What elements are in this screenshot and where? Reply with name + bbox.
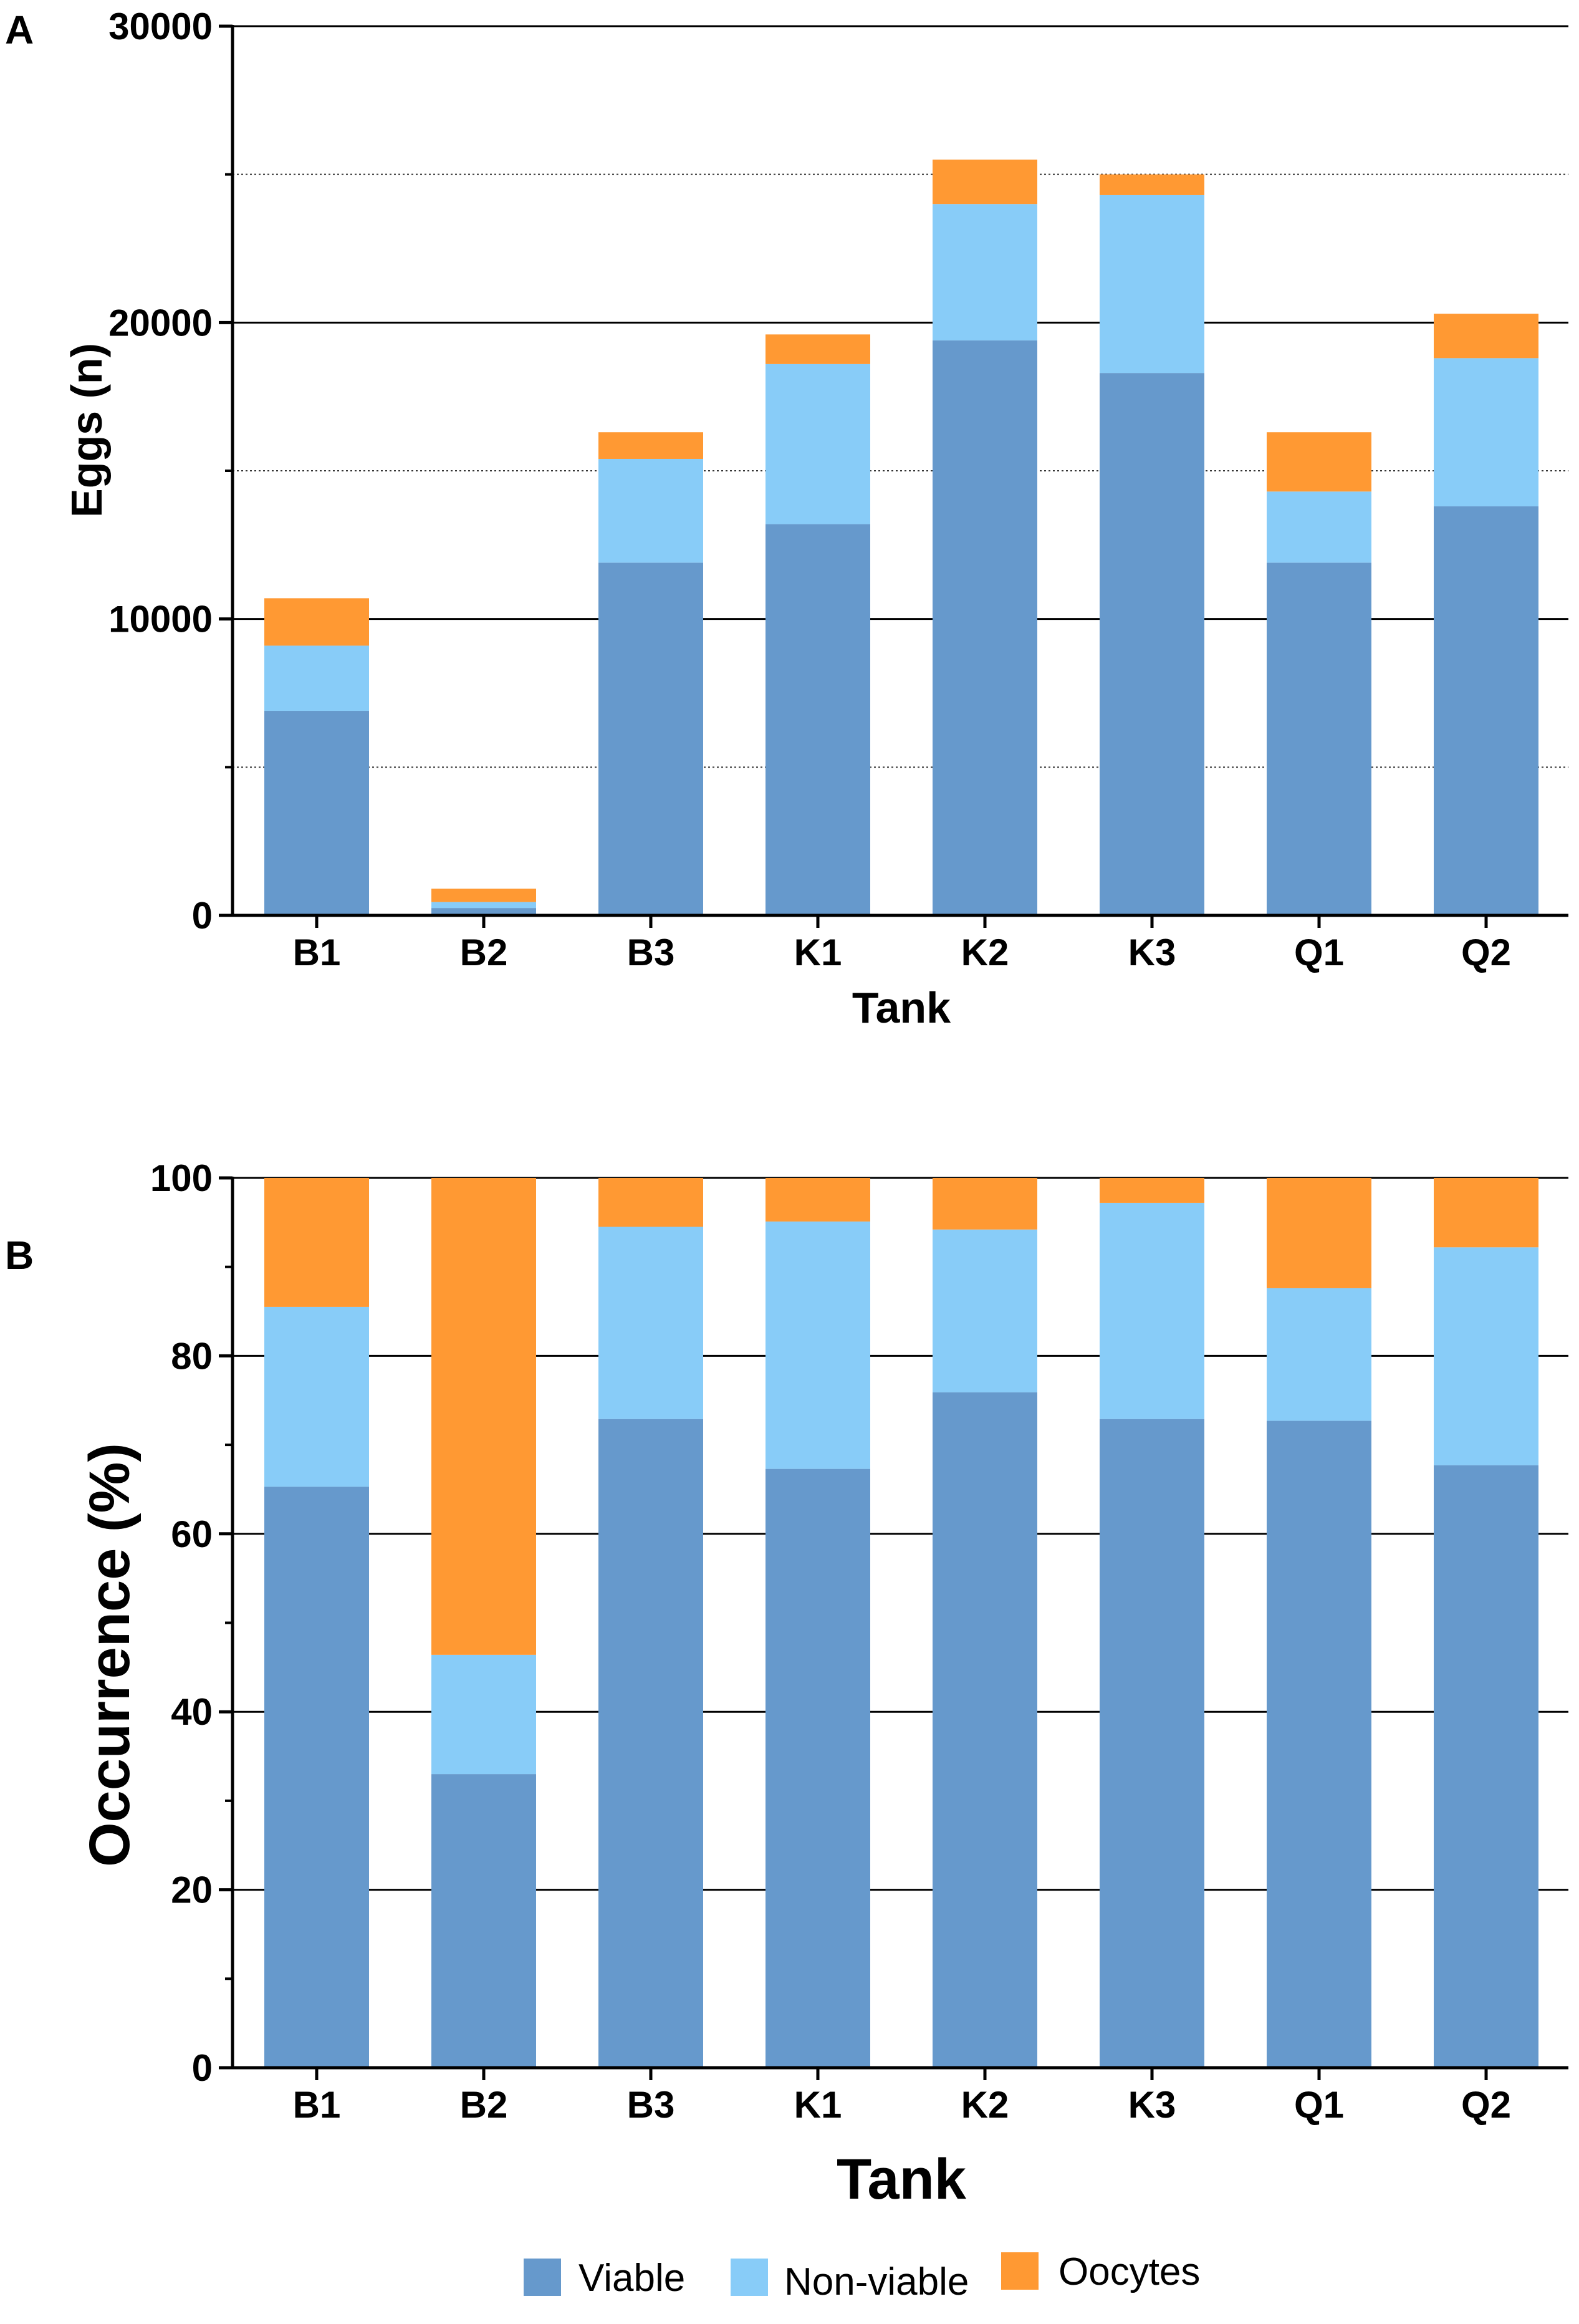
- bar-b3-viable: [598, 1419, 703, 2068]
- bar-k3-non-viable: [1100, 195, 1204, 374]
- x-tick-label-b1: B1: [293, 2084, 341, 2126]
- bar-b1-non-viable: [264, 645, 369, 711]
- bar-b2-oocytes: [431, 1178, 536, 1655]
- x-tick-label-b3: B3: [627, 932, 675, 973]
- bar-k3-viable: [1100, 373, 1204, 915]
- bar-b2-non-viable: [431, 1654, 536, 1775]
- bar-q2-non-viable: [1434, 1247, 1538, 1465]
- bar-q1-viable: [1267, 562, 1371, 915]
- bar-q2-non-viable: [1434, 358, 1538, 507]
- bar-b3-viable: [598, 562, 703, 915]
- bar-k3-viable: [1100, 1419, 1204, 2068]
- y-tick-label: 20000: [108, 302, 213, 344]
- panel-a-y-tick-labels: 0 10000 20000 30000: [108, 6, 213, 937]
- panel-a-bars: [264, 159, 1538, 915]
- bar-k2-oocytes: [933, 1178, 1037, 1230]
- x-tick-label-k2: K2: [961, 932, 1009, 973]
- panel-a: A 0 10000 20000 30000 B1 B2 B3 K1 K2 K3 Q1 Q2 Eggs…: [5, 6, 1568, 1032]
- bar-b2-viable: [431, 1774, 536, 2068]
- y-tick-label: 100: [150, 1157, 213, 1199]
- panel-a-y-axis-title: Eggs (n): [62, 343, 111, 518]
- bar-q1-non-viable: [1267, 491, 1371, 563]
- bar-b2-non-viable: [431, 902, 536, 909]
- x-tick-label-k1: K1: [794, 2084, 842, 2126]
- x-tick-label-k3: K3: [1128, 932, 1176, 973]
- legend-swatch-viable: [524, 2259, 561, 2296]
- x-tick-label-k1: K1: [794, 932, 842, 973]
- bar-b3-oocytes: [598, 432, 703, 459]
- x-tick-label-k2: K2: [961, 2084, 1009, 2126]
- bar-k3-non-viable: [1100, 1202, 1204, 1419]
- bar-b1-oocytes: [264, 1178, 369, 1307]
- bar-k3-oocytes: [1100, 1178, 1204, 1203]
- panel-b-x-axis-title: Tank: [837, 2148, 967, 2211]
- bar-k1-oocytes: [766, 334, 870, 364]
- x-tick-label-q2: Q2: [1461, 2084, 1511, 2126]
- legend-swatch-non-viable: [731, 2259, 768, 2296]
- bar-b3-non-viable: [598, 458, 703, 563]
- x-tick-label-q1: Q1: [1294, 932, 1344, 973]
- bar-k1-non-viable: [766, 1221, 870, 1469]
- bar-k2-non-viable: [933, 204, 1037, 340]
- x-tick-label-b1: B1: [293, 932, 341, 973]
- legend-swatch-oocytes: [1001, 2252, 1039, 2290]
- bar-k1-non-viable: [766, 364, 870, 524]
- y-tick-label: 0: [192, 2047, 213, 2089]
- panel-a-letter: A: [5, 7, 34, 52]
- panel-b-y-tick-labels: 0 20 40 60 80 100: [150, 1157, 213, 2089]
- panel-a-axes: [219, 24, 1568, 928]
- y-tick-label: 60: [171, 1513, 213, 1555]
- bar-k1-viable: [766, 1468, 870, 2068]
- bar-q1-oocytes: [1267, 432, 1371, 492]
- panel-b-y-axis-title: Occurrence (%): [78, 1443, 142, 1867]
- bar-k1-viable: [766, 524, 870, 915]
- panel-a-x-axis-title: Tank: [852, 983, 951, 1032]
- bar-q2-viable: [1434, 506, 1538, 915]
- x-tick-label-q2: Q2: [1461, 932, 1511, 973]
- bar-b1-non-viable: [264, 1306, 369, 1487]
- panel-b-bars: [264, 1178, 1538, 2068]
- x-tick-label-b2: B2: [460, 2084, 508, 2126]
- x-tick-label-k3: K3: [1128, 2084, 1176, 2126]
- x-tick-label-b3: B3: [627, 2084, 675, 2126]
- y-tick-label: 20: [171, 1869, 213, 1911]
- panel-a-x-tick-labels: B1 B2 B3 K1 K2 K3 Q1 Q2: [293, 932, 1511, 973]
- panel-b-letter: B: [5, 1233, 34, 1278]
- bar-b2-oocytes: [431, 889, 536, 902]
- bar-q2-viable: [1434, 1465, 1538, 2068]
- bar-q1-oocytes: [1267, 1178, 1371, 1288]
- y-tick-label: 10000: [108, 599, 213, 640]
- legend-label-oocytes: Oocytes: [1058, 2250, 1200, 2293]
- bar-q1-viable: [1267, 1420, 1371, 2068]
- bar-q1-non-viable: [1267, 1288, 1371, 1421]
- y-tick-label: 40: [171, 1691, 213, 1733]
- bar-b1-oocytes: [264, 598, 369, 646]
- x-tick-label-q1: Q1: [1294, 2084, 1344, 2126]
- bar-b3-non-viable: [598, 1227, 703, 1419]
- legend-label-non-viable: Non-viable: [784, 2260, 969, 2303]
- bar-k1-oocytes: [766, 1178, 870, 1222]
- bar-b2-viable: [431, 908, 536, 915]
- y-tick-label: 30000: [108, 6, 213, 47]
- bar-k2-non-viable: [933, 1229, 1037, 1392]
- bar-b3-oocytes: [598, 1178, 703, 1227]
- panel-b: B 0 20 40 60 80 100 B1 B2 B3 K1 K2 K3 Q1 Q2 Occurren…: [5, 1157, 1568, 2211]
- legend-label-viable: Viable: [578, 2257, 685, 2300]
- y-tick-label: 80: [171, 1335, 213, 1377]
- bar-k3-oocytes: [1100, 174, 1204, 195]
- x-tick-label-b2: B2: [460, 932, 508, 973]
- panel-b-x-tick-labels: B1 B2 B3 K1 K2 K3 Q1 Q2: [293, 2084, 1511, 2126]
- bar-q2-oocytes: [1434, 1178, 1538, 1248]
- y-tick-label: 0: [192, 895, 213, 937]
- bar-k2-viable: [933, 1392, 1037, 2068]
- panel-b-axes: [219, 1176, 1568, 2080]
- legend: Viable Non-viable Oocytes: [524, 2250, 1200, 2303]
- bar-q2-oocytes: [1434, 314, 1538, 359]
- bar-b1-viable: [264, 711, 369, 915]
- bar-k2-viable: [933, 340, 1037, 915]
- bar-k2-oocytes: [933, 159, 1037, 205]
- bar-b1-viable: [264, 1487, 369, 2068]
